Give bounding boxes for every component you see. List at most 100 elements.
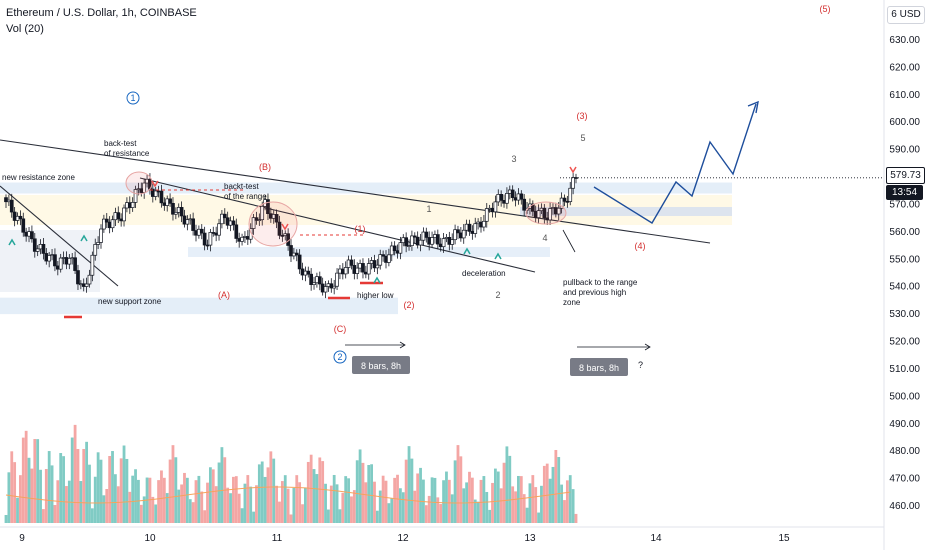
- candle-body: [32, 238, 37, 252]
- volume-bar: [151, 496, 155, 523]
- candle-body: [510, 189, 515, 198]
- volume-indicator-label: Vol (20): [6, 23, 44, 35]
- candle-body: [335, 272, 339, 287]
- volume-bar: [96, 452, 100, 523]
- volume-bar: [321, 461, 325, 523]
- volume-bar: [534, 487, 538, 523]
- candle-body: [191, 218, 195, 231]
- volume-bar: [384, 480, 388, 523]
- candle-body: [104, 218, 109, 223]
- annotation-resistance-zone: new resistance zone: [2, 173, 75, 182]
- volume-bar: [50, 465, 54, 523]
- bar-countdown-tag: 13:54: [886, 185, 923, 200]
- candle-body: [571, 177, 575, 189]
- candle-body: [435, 234, 440, 245]
- candle-body: [217, 223, 221, 236]
- volume-bar: [21, 437, 25, 523]
- x-tick-label: 10: [144, 533, 156, 544]
- volume-bar: [519, 476, 523, 523]
- volume-bar: [355, 460, 359, 523]
- y-tick-label: 500.00: [889, 391, 920, 402]
- wave-label: (2): [404, 300, 415, 310]
- volume-bar: [79, 481, 83, 523]
- candle-body: [260, 206, 265, 221]
- volume-bar: [424, 505, 428, 523]
- volume-bar: [303, 487, 307, 523]
- candle-body: [499, 194, 504, 201]
- candle-body: [461, 229, 466, 239]
- candle-body: [349, 259, 354, 266]
- candle-body: [493, 201, 498, 213]
- volume-bar: [229, 493, 232, 523]
- candle-body: [93, 244, 98, 256]
- volume-bar: [272, 458, 276, 523]
- volume-bar: [128, 491, 132, 523]
- volume-bar: [249, 486, 253, 523]
- volume-bar: [470, 477, 474, 523]
- currency-button[interactable]: 6 USD: [887, 6, 925, 24]
- volume-bar: [111, 451, 114, 523]
- y-tick-label: 470.00: [889, 474, 920, 485]
- volume-bar: [65, 486, 68, 523]
- signal-arrow: [151, 180, 159, 188]
- volume-bar: [252, 511, 255, 523]
- wave-label: (4): [635, 241, 646, 251]
- candle-body: [467, 223, 472, 232]
- volume-bar: [488, 509, 492, 523]
- volume-bar: [226, 487, 230, 523]
- volume-bar: [174, 457, 178, 523]
- candle-body: [231, 220, 236, 226]
- signal-arrow: [463, 247, 471, 255]
- annotation-deceleration: deceleration: [462, 269, 506, 278]
- bar-range-arrowhead: [399, 341, 406, 349]
- volume-bar: [450, 494, 454, 523]
- volume-bar: [447, 479, 451, 523]
- candle-body: [542, 207, 547, 219]
- x-tick-label: 12: [397, 533, 409, 544]
- volume-bar: [574, 513, 578, 523]
- volume-bar: [137, 479, 140, 523]
- volume-bar: [36, 439, 40, 523]
- candle-body: [254, 217, 259, 221]
- volume-bar: [542, 465, 546, 523]
- candle-body: [505, 193, 509, 204]
- y-tick-label: 460.00: [889, 501, 920, 512]
- candle-body: [536, 210, 541, 219]
- chart-title: Ethereum / U.S. Dollar, 1h, COINBASE: [6, 7, 197, 19]
- left-trendline: [0, 185, 119, 287]
- candle-body: [171, 203, 175, 215]
- wave-label: 1: [130, 93, 135, 103]
- volume-bar: [237, 493, 241, 523]
- volume-bar: [456, 445, 460, 523]
- volume-bar: [545, 463, 549, 523]
- volume-bar: [387, 503, 391, 523]
- candle-body: [76, 270, 80, 285]
- volume-bar: [439, 504, 443, 523]
- wave-label: (1): [355, 224, 366, 234]
- volume-bar: [496, 471, 500, 523]
- candle-body: [251, 217, 256, 229]
- signal-arrow: [281, 223, 289, 231]
- volume-bar: [283, 475, 287, 523]
- highlight-circle: [525, 201, 567, 225]
- volume-ma-line: [5, 486, 571, 504]
- range-low-zone: [188, 247, 550, 257]
- volume-bar: [295, 475, 299, 523]
- volume-bar: [18, 475, 22, 523]
- candle-body: [153, 190, 158, 197]
- volume-bar: [324, 483, 327, 523]
- volume-bar: [7, 472, 11, 523]
- volume-bar: [344, 476, 348, 523]
- candle-body: [412, 235, 417, 238]
- volume-bar: [493, 468, 497, 523]
- volume-bar: [468, 471, 471, 523]
- wave-label: 3: [511, 154, 516, 164]
- volume-bar: [191, 502, 195, 523]
- y-tick-label: 550.00: [889, 254, 920, 265]
- volume-bar: [378, 490, 382, 523]
- candle-body: [87, 274, 92, 285]
- volume-bar: [568, 475, 572, 523]
- volume-bar: [93, 476, 97, 523]
